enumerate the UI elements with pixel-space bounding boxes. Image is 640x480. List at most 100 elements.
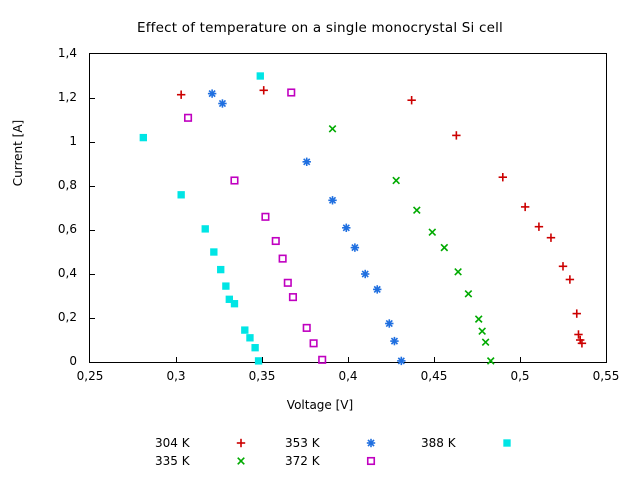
legend-label: 335 K: [155, 454, 190, 468]
y-tick-label: 1: [69, 134, 77, 148]
x-tick-mark: [434, 357, 435, 363]
data-point-star: [390, 336, 399, 346]
data-point-plus: [546, 233, 556, 242]
y-tick-label: 1,4: [57, 46, 77, 60]
series-335-k: [328, 124, 495, 365]
data-point-cross: [392, 176, 401, 185]
data-point-star: [302, 157, 311, 166]
legend-marker-star-icon: [363, 436, 379, 450]
data-point-star: [218, 99, 227, 108]
data-point-filledsquare: [177, 191, 185, 199]
data-point-filledsquare: [503, 439, 511, 447]
series-353-k: [207, 89, 406, 366]
chart-title: Effect of temperature on a single monocr…: [137, 20, 503, 36]
data-point-cross: [237, 457, 245, 465]
data-point-filledsquare: [139, 133, 147, 142]
data-point-opensquare: [278, 254, 287, 263]
data-point-filledsquare: [222, 282, 230, 290]
data-point-plus: [577, 339, 587, 348]
data-point-star: [397, 356, 406, 366]
data-point-opensquare: [230, 176, 239, 185]
data-point-filledsquare: [201, 225, 209, 233]
data-points-layer: [139, 72, 587, 366]
y-tick-label: 0,4: [57, 266, 77, 280]
data-point-star: [342, 223, 351, 232]
data-point-filledsquare: [254, 357, 263, 365]
y-tick-label: 1,2: [57, 90, 77, 104]
legend-label: 388 K: [421, 436, 456, 450]
y-tick-mark: [89, 274, 95, 275]
x-tick-label: 0,4: [338, 369, 358, 383]
data-point-cross: [481, 338, 490, 347]
data-point-filledsquare: [230, 300, 239, 308]
data-point-cross: [328, 124, 337, 133]
data-point-opensquare: [366, 456, 376, 466]
x-tick-label: 0,55: [592, 369, 620, 383]
data-point-plus: [236, 438, 246, 448]
data-point-plus: [259, 86, 268, 95]
x-tick-mark: [176, 357, 177, 363]
data-point-plus: [498, 173, 507, 182]
data-point-star: [373, 285, 382, 294]
data-point-plus: [572, 309, 581, 318]
data-point-cross: [412, 206, 421, 215]
data-point-filledsquare: [256, 72, 264, 80]
data-point-plus: [558, 262, 568, 271]
data-point-cross: [478, 327, 487, 336]
data-point-filledsquare: [225, 295, 233, 303]
x-tick-label: 0,35: [248, 369, 276, 383]
data-point-opensquare: [309, 339, 318, 348]
x-tick-mark: [520, 357, 521, 363]
data-point-filledsquare: [217, 265, 225, 274]
data-point-opensquare: [288, 293, 298, 302]
legend-marker-cross-icon: [233, 454, 249, 468]
y-tick-mark: [89, 230, 95, 231]
data-point-cross: [486, 357, 495, 365]
data-point-star: [385, 319, 394, 328]
x-axis-label: Voltage [V]: [286, 398, 354, 412]
x-tick-label: 0,45: [420, 369, 448, 383]
y-tick-mark: [89, 186, 95, 187]
data-point-filledsquare: [246, 334, 254, 342]
legend-label: 304 K: [155, 436, 190, 450]
data-point-plus: [574, 330, 583, 339]
data-point-opensquare: [287, 88, 296, 97]
y-tick-label: 0,6: [57, 222, 77, 236]
chart-legend: 304 K 335 K 353 K 372 K 388 K: [155, 436, 575, 476]
data-point-cross: [464, 289, 473, 298]
y-tick-mark: [89, 142, 95, 143]
plot-area: [89, 53, 607, 366]
x-tick-mark: [348, 357, 349, 363]
y-tick-label: 0,8: [57, 178, 77, 192]
y-tick-mark: [89, 98, 95, 99]
data-point-star: [366, 438, 376, 448]
data-point-opensquare: [302, 323, 311, 332]
x-tick-label: 0,5: [510, 369, 530, 383]
data-point-filledsquare: [210, 248, 218, 256]
data-point-star: [350, 243, 360, 252]
y-tick-label: 0: [69, 354, 77, 368]
legend-marker-plus-icon: [233, 436, 249, 450]
data-point-opensquare: [271, 236, 280, 246]
data-point-plus: [520, 202, 530, 212]
series-372-k: [183, 88, 327, 364]
data-point-cross: [474, 315, 483, 323]
data-point-cross: [428, 228, 437, 237]
data-point-cross: [440, 243, 449, 252]
x-tick-mark: [262, 357, 263, 363]
data-point-star: [328, 196, 337, 205]
data-point-opensquare: [283, 278, 292, 287]
data-point-plus: [452, 131, 461, 140]
data-point-filledsquare: [251, 344, 259, 352]
data-point-opensquare: [261, 212, 270, 221]
series-388-k: [139, 72, 264, 365]
data-point-opensquare: [318, 355, 327, 364]
y-tick-mark: [89, 318, 95, 319]
data-point-plus: [407, 96, 416, 105]
data-point-plus: [176, 90, 186, 99]
x-tick-label: 0,3: [166, 369, 186, 383]
data-point-cross: [454, 267, 462, 276]
data-point-opensquare: [183, 113, 193, 122]
data-point-star: [361, 269, 370, 279]
